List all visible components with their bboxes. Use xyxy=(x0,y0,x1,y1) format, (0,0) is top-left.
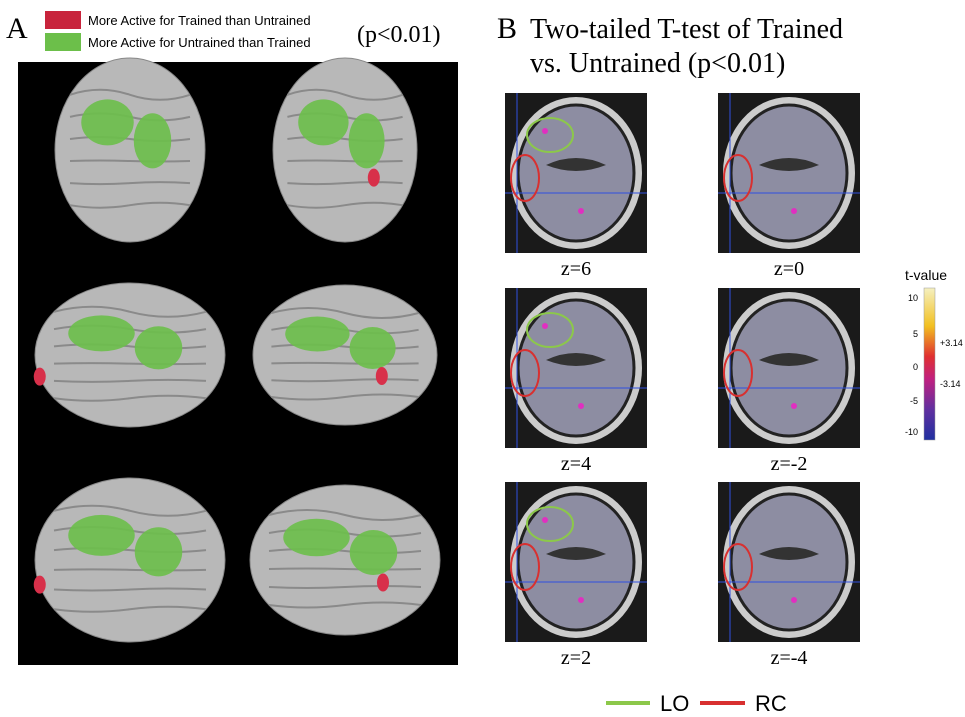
slice-label: z=4 xyxy=(561,453,591,475)
colorbar xyxy=(924,288,935,440)
activation xyxy=(542,517,548,523)
colorbar-tick-label: -5 xyxy=(910,396,918,406)
colorbar-tick-label: 0 xyxy=(913,362,918,372)
brain xyxy=(55,58,205,242)
green-activation xyxy=(349,113,385,168)
legend-label: LO xyxy=(660,691,689,716)
colorbar-tick-label: -10 xyxy=(905,427,918,437)
colorbar-tick-label: 5 xyxy=(913,329,918,339)
green-activation xyxy=(298,99,348,145)
sulcus xyxy=(271,363,418,364)
colorbar-tick-label: -3.14 xyxy=(940,379,961,389)
legend-text: More Active for Untrained than Trained xyxy=(88,35,311,50)
colorbar-tick-label: 10 xyxy=(908,293,918,303)
green-activation xyxy=(81,99,134,145)
slice-label: z=2 xyxy=(561,647,591,669)
green-activation xyxy=(68,315,135,351)
red-activation xyxy=(377,574,389,592)
brain-slice xyxy=(518,300,634,436)
green-activation xyxy=(285,317,349,352)
panel-b-title: Two-tailed T-test of Trained xyxy=(530,14,843,45)
brain-slice xyxy=(731,494,847,630)
red-activation xyxy=(34,576,46,594)
brain xyxy=(35,283,225,427)
green-activation xyxy=(134,113,172,168)
brain-slice xyxy=(731,105,847,241)
brain xyxy=(273,58,417,242)
slices: z=6 z=0 z=4 z=-2 z=2 z=-4 xyxy=(505,93,860,669)
slice-label: z=6 xyxy=(561,258,591,280)
activation xyxy=(542,323,548,329)
panel-a-label: A xyxy=(6,12,28,45)
brain-slice xyxy=(518,105,634,241)
activation xyxy=(578,208,584,214)
panel-b-label: B xyxy=(497,12,517,45)
green-activation xyxy=(350,530,398,575)
red-activation xyxy=(376,367,388,385)
slice-label: z=-4 xyxy=(771,647,808,669)
colorbar-tick-label: +3.14 xyxy=(940,338,963,348)
brain xyxy=(253,285,437,425)
red-activation xyxy=(34,368,46,386)
page: A More Active for Trained than Untrained… xyxy=(0,0,965,717)
brain-slice xyxy=(518,494,634,630)
figure: A More Active for Trained than Untrained… xyxy=(0,0,965,717)
legend-swatch-red xyxy=(45,11,81,29)
green-activation xyxy=(135,527,183,576)
legend-text: More Active for Trained than Untrained xyxy=(88,13,311,28)
sulcus xyxy=(287,161,402,162)
threshold: (p<0.01) xyxy=(357,22,441,48)
activation xyxy=(791,403,797,409)
sulcus xyxy=(269,569,421,570)
activation xyxy=(578,597,584,603)
activation xyxy=(791,208,797,214)
green-activation xyxy=(283,519,350,557)
slice-label: z=0 xyxy=(774,258,804,280)
legend-swatch-green xyxy=(45,33,81,51)
activation xyxy=(542,128,548,134)
brain-slice xyxy=(731,300,847,436)
green-activation xyxy=(68,515,135,556)
brain xyxy=(35,478,225,642)
sulcus xyxy=(54,363,206,364)
sulcus xyxy=(70,161,190,162)
panel-b-title: vs. Untrained (p<0.01) xyxy=(530,48,785,79)
legend-label: RC xyxy=(755,691,787,716)
brain xyxy=(250,485,440,635)
red-activation xyxy=(368,169,380,187)
sulcus xyxy=(54,569,206,570)
colorbar-title: t-value xyxy=(905,267,947,283)
slice-label: z=-2 xyxy=(771,453,808,475)
green-activation xyxy=(135,326,183,369)
activation xyxy=(791,597,797,603)
green-activation xyxy=(350,327,396,369)
activation xyxy=(578,403,584,409)
